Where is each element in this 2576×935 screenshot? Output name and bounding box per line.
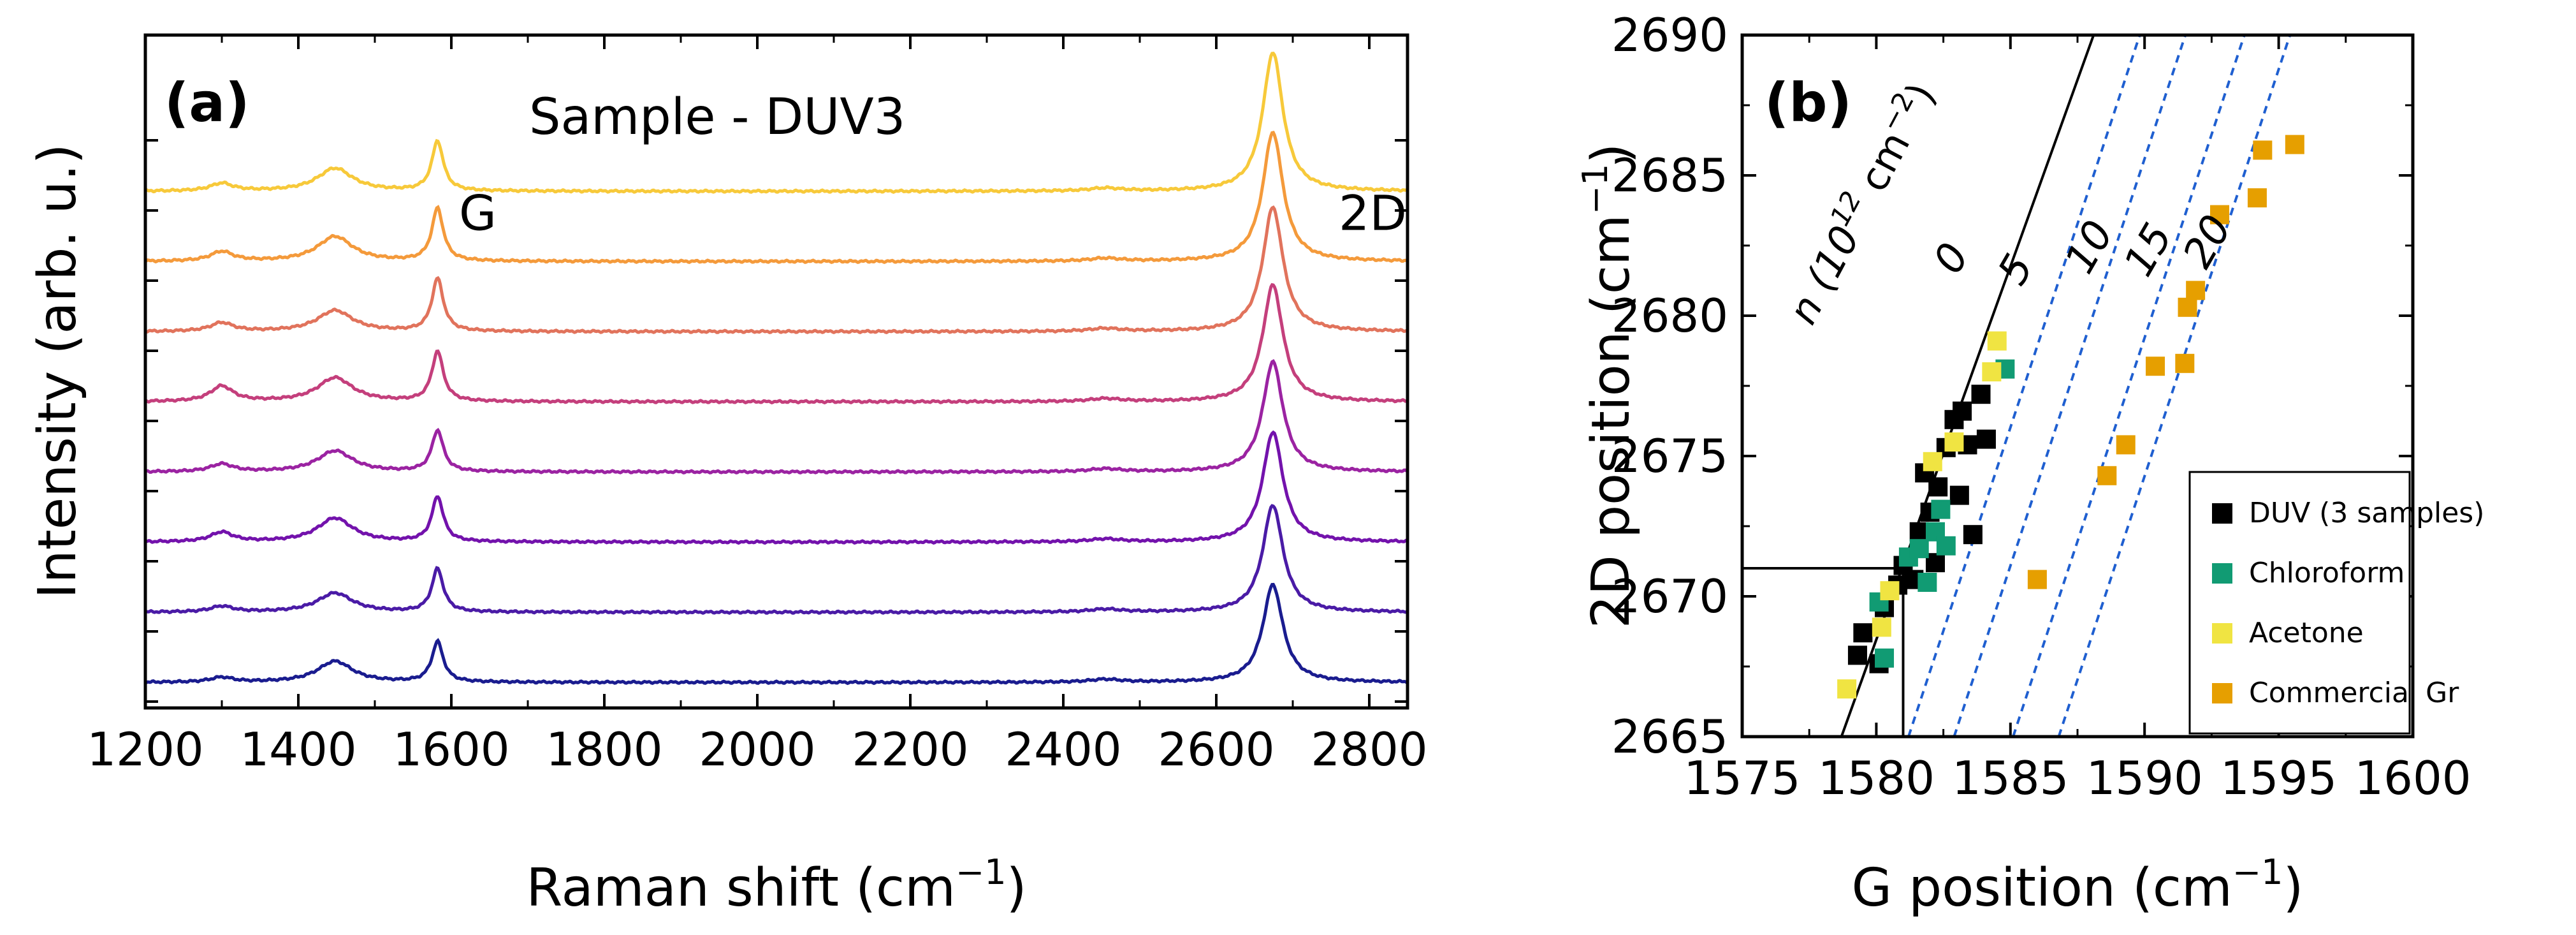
scatter-point: [1875, 648, 1895, 668]
scatter-point: [1847, 645, 1867, 665]
panel-a-label: (a): [164, 71, 249, 134]
doping-label: 15: [2115, 216, 2182, 284]
doping-line: [2057, 34, 2292, 737]
scatter-point: [1931, 499, 1951, 519]
x-tick-label: 2600: [1158, 723, 1274, 776]
2d-peak-label: 2D: [1339, 185, 1407, 242]
legend-label: Commercial Gr: [2249, 677, 2459, 709]
panel-b-y-axis-label: 2D position (cm−1): [1575, 144, 1641, 629]
legend-marker: [2212, 623, 2232, 644]
g-peak-label: G: [459, 185, 497, 242]
scatter-point: [2178, 297, 2197, 317]
scatter-point: [2210, 205, 2230, 225]
panel-a-y-axis-label: Intensity (arb. u.): [27, 144, 88, 598]
doping-line: [1907, 34, 2141, 737]
legend-marker: [2212, 503, 2232, 524]
legend: DUV (3 samples) Chloroform Acetone Commerci…: [2188, 471, 2484, 735]
doping-label: 10: [2056, 213, 2123, 282]
scatter-point: [2175, 353, 2195, 373]
scatter-point: [2186, 281, 2206, 300]
doping-line: [2012, 34, 2246, 737]
doping-label: 20: [2174, 207, 2241, 276]
panel-b: 1575 1580 1585 1590 1595 1600 2665 2670 2675 2680…: [1575, 8, 2484, 918]
x-tick-label: 1800: [546, 723, 662, 776]
scatter-point: [1953, 401, 1972, 421]
spectra-group: [144, 51, 1409, 686]
scatter-point: [1928, 477, 1948, 497]
x-tick-label: 2400: [1005, 723, 1121, 776]
x-tick-label: 2800: [1311, 723, 1427, 776]
y-tick-label: 2675: [1612, 429, 1728, 483]
legend-marker: [2212, 563, 2232, 584]
spectrum-line: [145, 359, 1409, 475]
x-tick-label: 2000: [699, 723, 815, 776]
x-tick-label: 1590: [2086, 751, 2203, 805]
panel-a-x-axis-label: Raman shift (cm−1): [526, 852, 1026, 918]
x-tick-label: 1595: [2220, 751, 2337, 805]
scatter-point: [2247, 188, 2267, 208]
scatter-point: [1853, 623, 1873, 643]
legend-label: Acetone: [2249, 617, 2364, 649]
scatter-point: [1837, 679, 1857, 699]
scatter-point: [1909, 539, 1929, 559]
scatter-point: [2146, 357, 2165, 376]
doping-line: [1953, 34, 2187, 737]
legend-label: Chloroform: [2249, 557, 2405, 589]
scatter-point: [1917, 573, 1937, 592]
scatter-point: [1963, 525, 1983, 545]
legend-marker: [2212, 683, 2232, 703]
scatter-point: [2285, 135, 2304, 154]
scatter-point: [1949, 485, 1969, 505]
scatter-point: [1936, 536, 1956, 556]
scatter-point: [1872, 617, 1891, 637]
spectrum-line: [144, 205, 1408, 334]
spectrum-line: [145, 51, 1409, 195]
panel-a-frame: [143, 33, 1409, 710]
y-tick-label: 2690: [1612, 8, 1728, 62]
x-tick-label: 1600: [2354, 751, 2471, 805]
x-tick-label: 1575: [1684, 751, 1800, 805]
scatter-point: [2116, 435, 2136, 455]
x-tick-label: 1580: [1818, 751, 1935, 805]
panel-b-points: [1837, 135, 2304, 699]
x-tick-label: 1585: [1952, 751, 2069, 805]
scatter-point: [1971, 385, 1991, 404]
y-tick-label: 2670: [1612, 570, 1728, 623]
spectrum-line: [145, 430, 1408, 545]
y-tick-label: 2685: [1612, 149, 1728, 202]
spectrum-line: [144, 131, 1408, 265]
scatter-point: [1880, 581, 1900, 601]
scatter-point: [1909, 522, 1929, 541]
y-tick-label: 2680: [1612, 289, 1728, 342]
x-tick-label: 2200: [852, 723, 968, 776]
x-tick-label: 1600: [393, 723, 509, 776]
spectrum-line: [145, 504, 1409, 615]
scatter-point: [1982, 362, 2002, 381]
scatter-point: [2097, 466, 2117, 485]
panel-a: 1200 1400 1600 1800 2000 2200 2400 2600 2800 (a)…: [27, 33, 1428, 918]
panel-b-x-axis-label: G position (cm−1): [1851, 852, 2303, 918]
scatter-point: [1976, 429, 1996, 449]
x-tick-label: 1400: [240, 723, 356, 776]
panel-a-y-ticks: [145, 139, 1408, 703]
y-tick-label: 2665: [1612, 710, 1728, 763]
scatter-point: [1987, 331, 2007, 351]
spectrum-line: [145, 582, 1408, 686]
panel-a-x-ticks: 1200 1400 1600 1800 2000 2200 2400 2600 2800: [87, 35, 1428, 776]
spectrum-line: [145, 283, 1408, 405]
panel-b-label: (b): [1765, 71, 1852, 134]
doping-label-0: 0: [1925, 235, 1978, 281]
scatter-point: [2027, 570, 2047, 589]
legend-label: DUV (3 samples): [2249, 497, 2484, 529]
scatter-point: [1944, 432, 1964, 452]
x-tick-label: 1200: [87, 723, 203, 776]
scatter-point: [1923, 452, 1942, 471]
panel-a-title: Sample - DUV3: [529, 89, 905, 146]
scatter-point: [2253, 140, 2273, 160]
scatter-point: [1925, 553, 1945, 573]
panel-b-ticks: 1575 1580 1585 1590 1595 1600 2665 2670 2675 2680…: [1612, 8, 2471, 805]
